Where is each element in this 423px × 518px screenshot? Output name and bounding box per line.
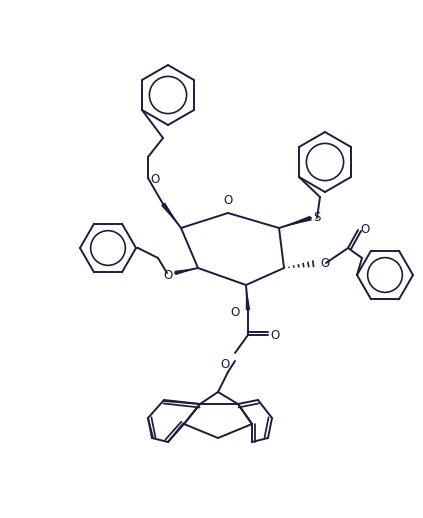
Text: O: O bbox=[164, 268, 173, 281]
Text: O: O bbox=[231, 306, 240, 319]
Text: O: O bbox=[320, 256, 329, 269]
Polygon shape bbox=[161, 203, 181, 228]
Text: O: O bbox=[221, 358, 230, 371]
Text: O: O bbox=[270, 328, 279, 341]
Polygon shape bbox=[246, 285, 250, 310]
Polygon shape bbox=[279, 215, 312, 228]
Text: O: O bbox=[223, 194, 233, 207]
Text: S: S bbox=[313, 210, 320, 223]
Polygon shape bbox=[175, 268, 198, 275]
Text: O: O bbox=[360, 223, 369, 236]
Text: O: O bbox=[150, 172, 159, 185]
